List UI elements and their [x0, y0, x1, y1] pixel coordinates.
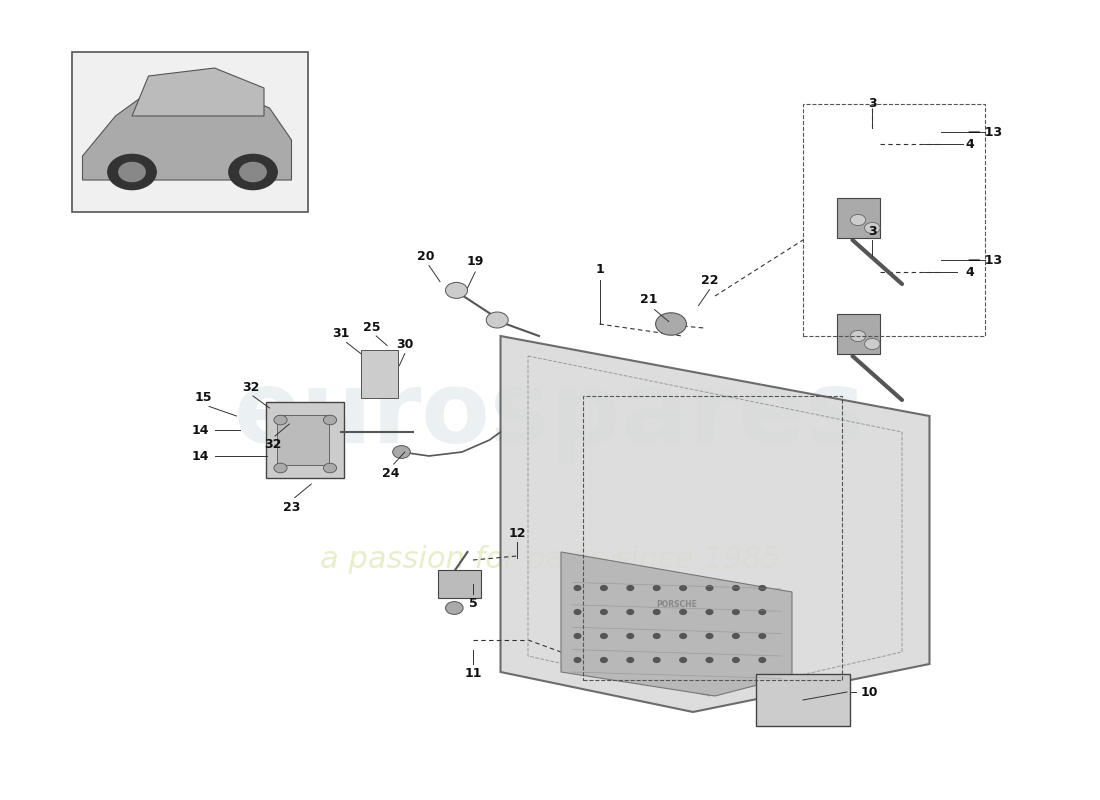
Circle shape	[653, 658, 660, 662]
Bar	[803, 104, 984, 336]
Circle shape	[733, 586, 739, 590]
Polygon shape	[500, 336, 930, 712]
Circle shape	[229, 154, 277, 190]
Circle shape	[574, 586, 581, 590]
Circle shape	[706, 634, 713, 638]
Circle shape	[865, 222, 880, 234]
Text: 10: 10	[860, 686, 878, 698]
Circle shape	[240, 162, 266, 182]
Circle shape	[601, 658, 607, 662]
Circle shape	[850, 330, 866, 342]
Text: a passion for parts since 1985: a passion for parts since 1985	[319, 546, 781, 574]
Text: 3: 3	[868, 225, 877, 238]
Circle shape	[680, 610, 686, 614]
Text: 4: 4	[966, 266, 975, 278]
Text: 32: 32	[242, 381, 260, 394]
Text: 12: 12	[508, 527, 526, 540]
FancyBboxPatch shape	[72, 52, 308, 212]
Polygon shape	[82, 84, 292, 180]
Circle shape	[274, 463, 287, 473]
Circle shape	[486, 312, 508, 328]
Circle shape	[574, 610, 581, 614]
Text: 24: 24	[382, 467, 399, 480]
FancyBboxPatch shape	[438, 570, 481, 598]
Circle shape	[733, 658, 739, 662]
Circle shape	[323, 463, 337, 473]
Circle shape	[446, 602, 463, 614]
Circle shape	[865, 338, 880, 350]
Circle shape	[680, 658, 686, 662]
FancyBboxPatch shape	[756, 674, 850, 726]
Circle shape	[759, 658, 766, 662]
Circle shape	[733, 610, 739, 614]
FancyBboxPatch shape	[277, 415, 329, 465]
Circle shape	[274, 415, 287, 425]
Text: 11: 11	[464, 667, 482, 680]
Circle shape	[680, 586, 686, 590]
Circle shape	[393, 446, 410, 458]
FancyBboxPatch shape	[837, 314, 880, 354]
Circle shape	[323, 415, 337, 425]
Circle shape	[108, 154, 156, 190]
Circle shape	[601, 634, 607, 638]
Text: 21: 21	[640, 294, 658, 306]
Text: 22: 22	[701, 274, 718, 287]
Circle shape	[850, 214, 866, 226]
Circle shape	[759, 634, 766, 638]
Text: — 13: — 13	[968, 126, 1002, 138]
Text: 30: 30	[396, 338, 414, 351]
Polygon shape	[132, 68, 264, 116]
Text: 4: 4	[966, 138, 975, 150]
Circle shape	[601, 586, 607, 590]
Circle shape	[653, 586, 660, 590]
Circle shape	[759, 586, 766, 590]
Text: 25: 25	[363, 321, 381, 334]
Circle shape	[656, 313, 686, 335]
Text: 14: 14	[191, 450, 209, 462]
FancyBboxPatch shape	[266, 402, 344, 478]
Text: eurospares: eurospares	[234, 367, 866, 465]
Circle shape	[653, 634, 660, 638]
Text: 32: 32	[264, 438, 282, 451]
Circle shape	[627, 658, 634, 662]
FancyBboxPatch shape	[837, 198, 880, 238]
FancyBboxPatch shape	[361, 350, 398, 398]
Text: 20: 20	[417, 250, 434, 263]
Circle shape	[706, 610, 713, 614]
Circle shape	[627, 610, 634, 614]
Circle shape	[759, 610, 766, 614]
Circle shape	[601, 610, 607, 614]
Polygon shape	[561, 552, 792, 696]
Text: 23: 23	[283, 501, 300, 514]
Bar	[583, 396, 842, 680]
Circle shape	[574, 634, 581, 638]
Circle shape	[446, 282, 468, 298]
Text: 15: 15	[195, 391, 212, 404]
Circle shape	[653, 610, 660, 614]
Circle shape	[733, 634, 739, 638]
Circle shape	[706, 658, 713, 662]
Text: PORSCHE: PORSCHE	[656, 600, 697, 610]
Text: 31: 31	[332, 327, 350, 340]
Text: 14: 14	[191, 424, 209, 437]
Text: 1: 1	[595, 263, 604, 276]
Text: 3: 3	[868, 97, 877, 110]
Circle shape	[627, 586, 634, 590]
Circle shape	[706, 586, 713, 590]
Circle shape	[119, 162, 145, 182]
Circle shape	[680, 634, 686, 638]
Circle shape	[627, 634, 634, 638]
Text: — 13: — 13	[968, 254, 1002, 266]
Text: 5: 5	[469, 597, 477, 610]
Circle shape	[574, 658, 581, 662]
Text: 19: 19	[466, 255, 484, 268]
